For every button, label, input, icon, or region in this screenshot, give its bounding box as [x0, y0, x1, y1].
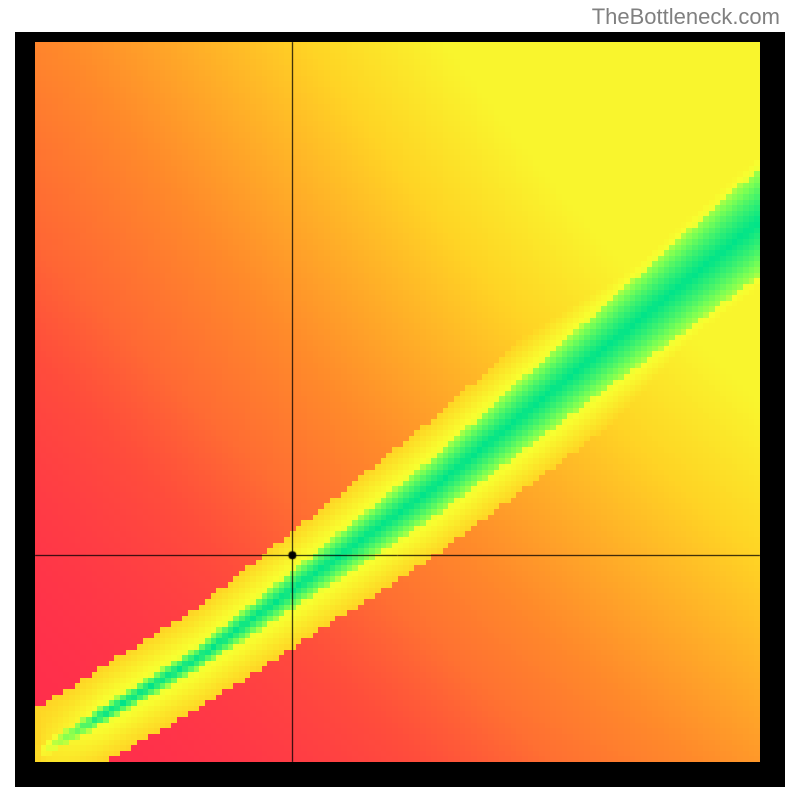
crosshair-overlay — [15, 32, 785, 787]
watermark-text: TheBottleneck.com — [592, 4, 780, 30]
chart-container: TheBottleneck.com — [0, 0, 800, 800]
chart-frame — [15, 32, 785, 787]
